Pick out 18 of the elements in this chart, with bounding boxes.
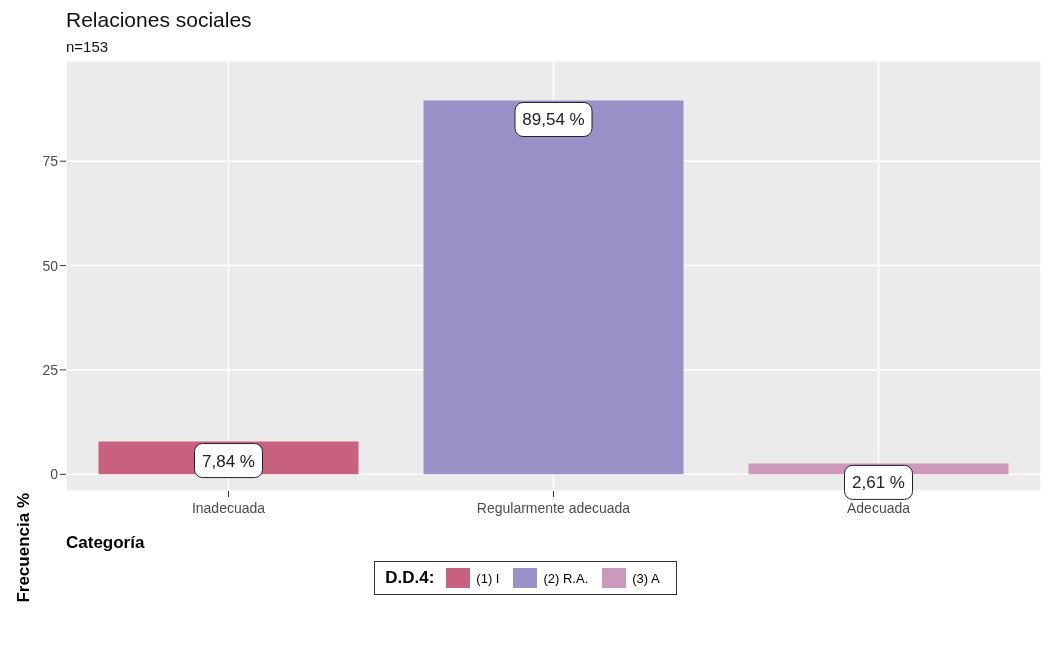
x-tick-label: Inadecuada: [191, 499, 266, 516]
y-tick-label: 75: [42, 153, 59, 170]
x-tick-label: Adecuada: [846, 499, 911, 516]
legend-title: D.D.4:: [385, 568, 435, 588]
x-tick-label: Regularmente adecuada: [476, 499, 631, 516]
y-axis-title: Frecuencia %: [14, 493, 34, 603]
y-tick-label: 50: [42, 257, 59, 274]
data-label: 7,84 %: [202, 451, 255, 471]
y-tick-label: 0: [50, 466, 59, 483]
data-label: 2,61 %: [852, 473, 905, 493]
legend-label: (3) A: [632, 570, 660, 586]
chart-title: Relaciones sociales: [66, 8, 253, 32]
legend-label: (2) R.A.: [543, 570, 589, 586]
legend-label: (1) I: [476, 570, 500, 586]
data-label: 89,54 %: [522, 110, 585, 130]
x-axis-title: Categoría: [66, 533, 145, 553]
y-tick-label: 25: [42, 361, 59, 378]
chart-subtitle: n=153: [66, 38, 110, 55]
